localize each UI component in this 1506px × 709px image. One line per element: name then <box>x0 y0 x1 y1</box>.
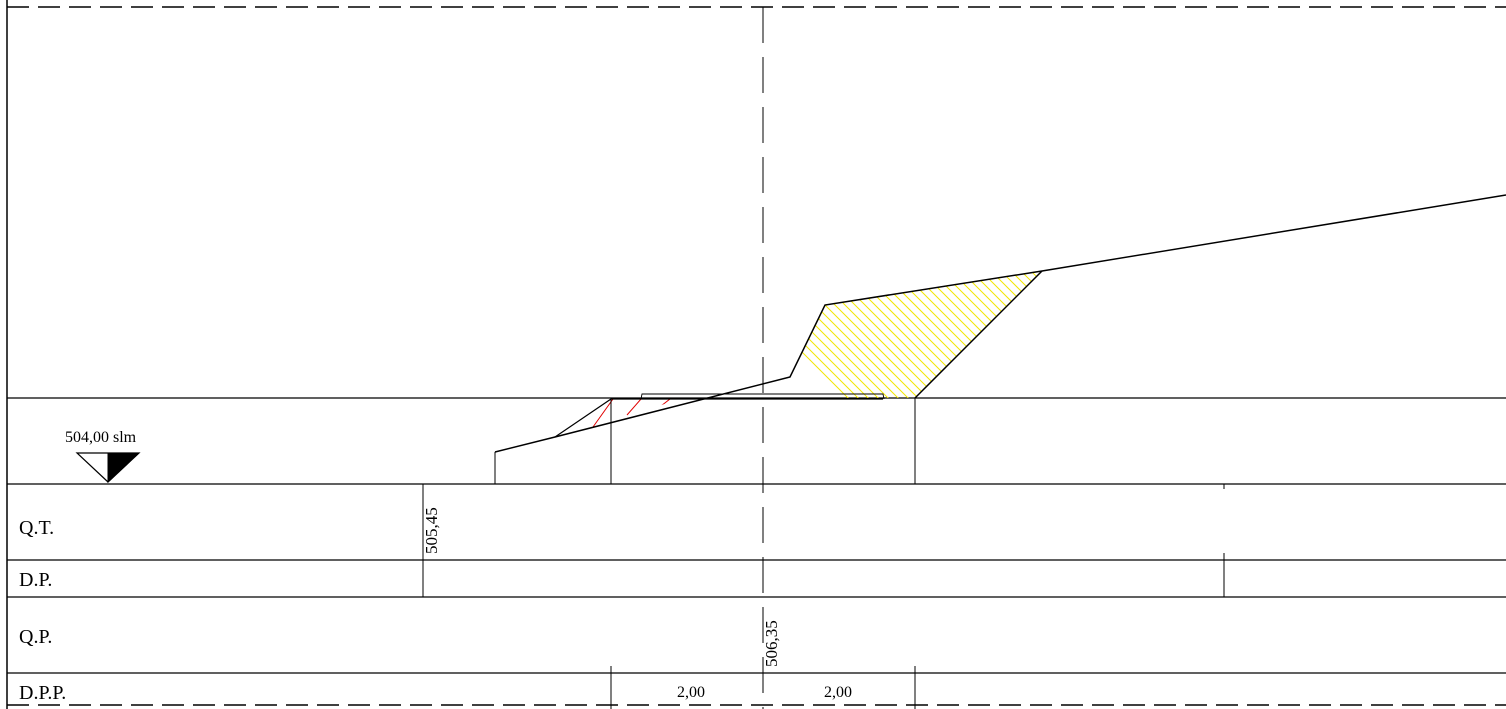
fill-hatch-line <box>979 271 1042 398</box>
row-label-qt: Q.T. <box>19 517 54 539</box>
dpp-left-distance: 2,00 <box>677 684 705 701</box>
ground-profile <box>494 194 1506 453</box>
fill-hatch-line <box>765 271 901 398</box>
fill-hatch-line <box>1009 271 1042 398</box>
fill-hatch-line <box>999 271 1042 398</box>
fill-hatch-line <box>969 271 1042 398</box>
level-symbol-icon <box>75 452 141 484</box>
row-label-qp: Q.P. <box>19 626 52 648</box>
fill-hatch-line <box>989 271 1042 398</box>
qp-value-label: 506,35 <box>762 620 781 667</box>
fill-hatch-line <box>959 271 1042 398</box>
row-label-dpp: D.P.P. <box>19 682 66 704</box>
road-platform-outline <box>640 393 885 400</box>
right-embankment-slope <box>914 270 1043 399</box>
qt-value-label: 505,45 <box>422 507 441 554</box>
fill-hatch-line <box>1039 271 1042 398</box>
dpp-right-distance: 2,00 <box>824 684 852 701</box>
row-label-dp: D.P. <box>19 569 52 591</box>
fill-hatch-area <box>765 250 1220 420</box>
fill-hatch-line <box>1050 250 1220 420</box>
fill-hatch-line <box>1019 271 1042 398</box>
reference-level-label: 504,00 slm <box>65 429 137 446</box>
left-embankment-outline <box>554 398 883 438</box>
fill-hatch-line <box>1029 271 1042 398</box>
